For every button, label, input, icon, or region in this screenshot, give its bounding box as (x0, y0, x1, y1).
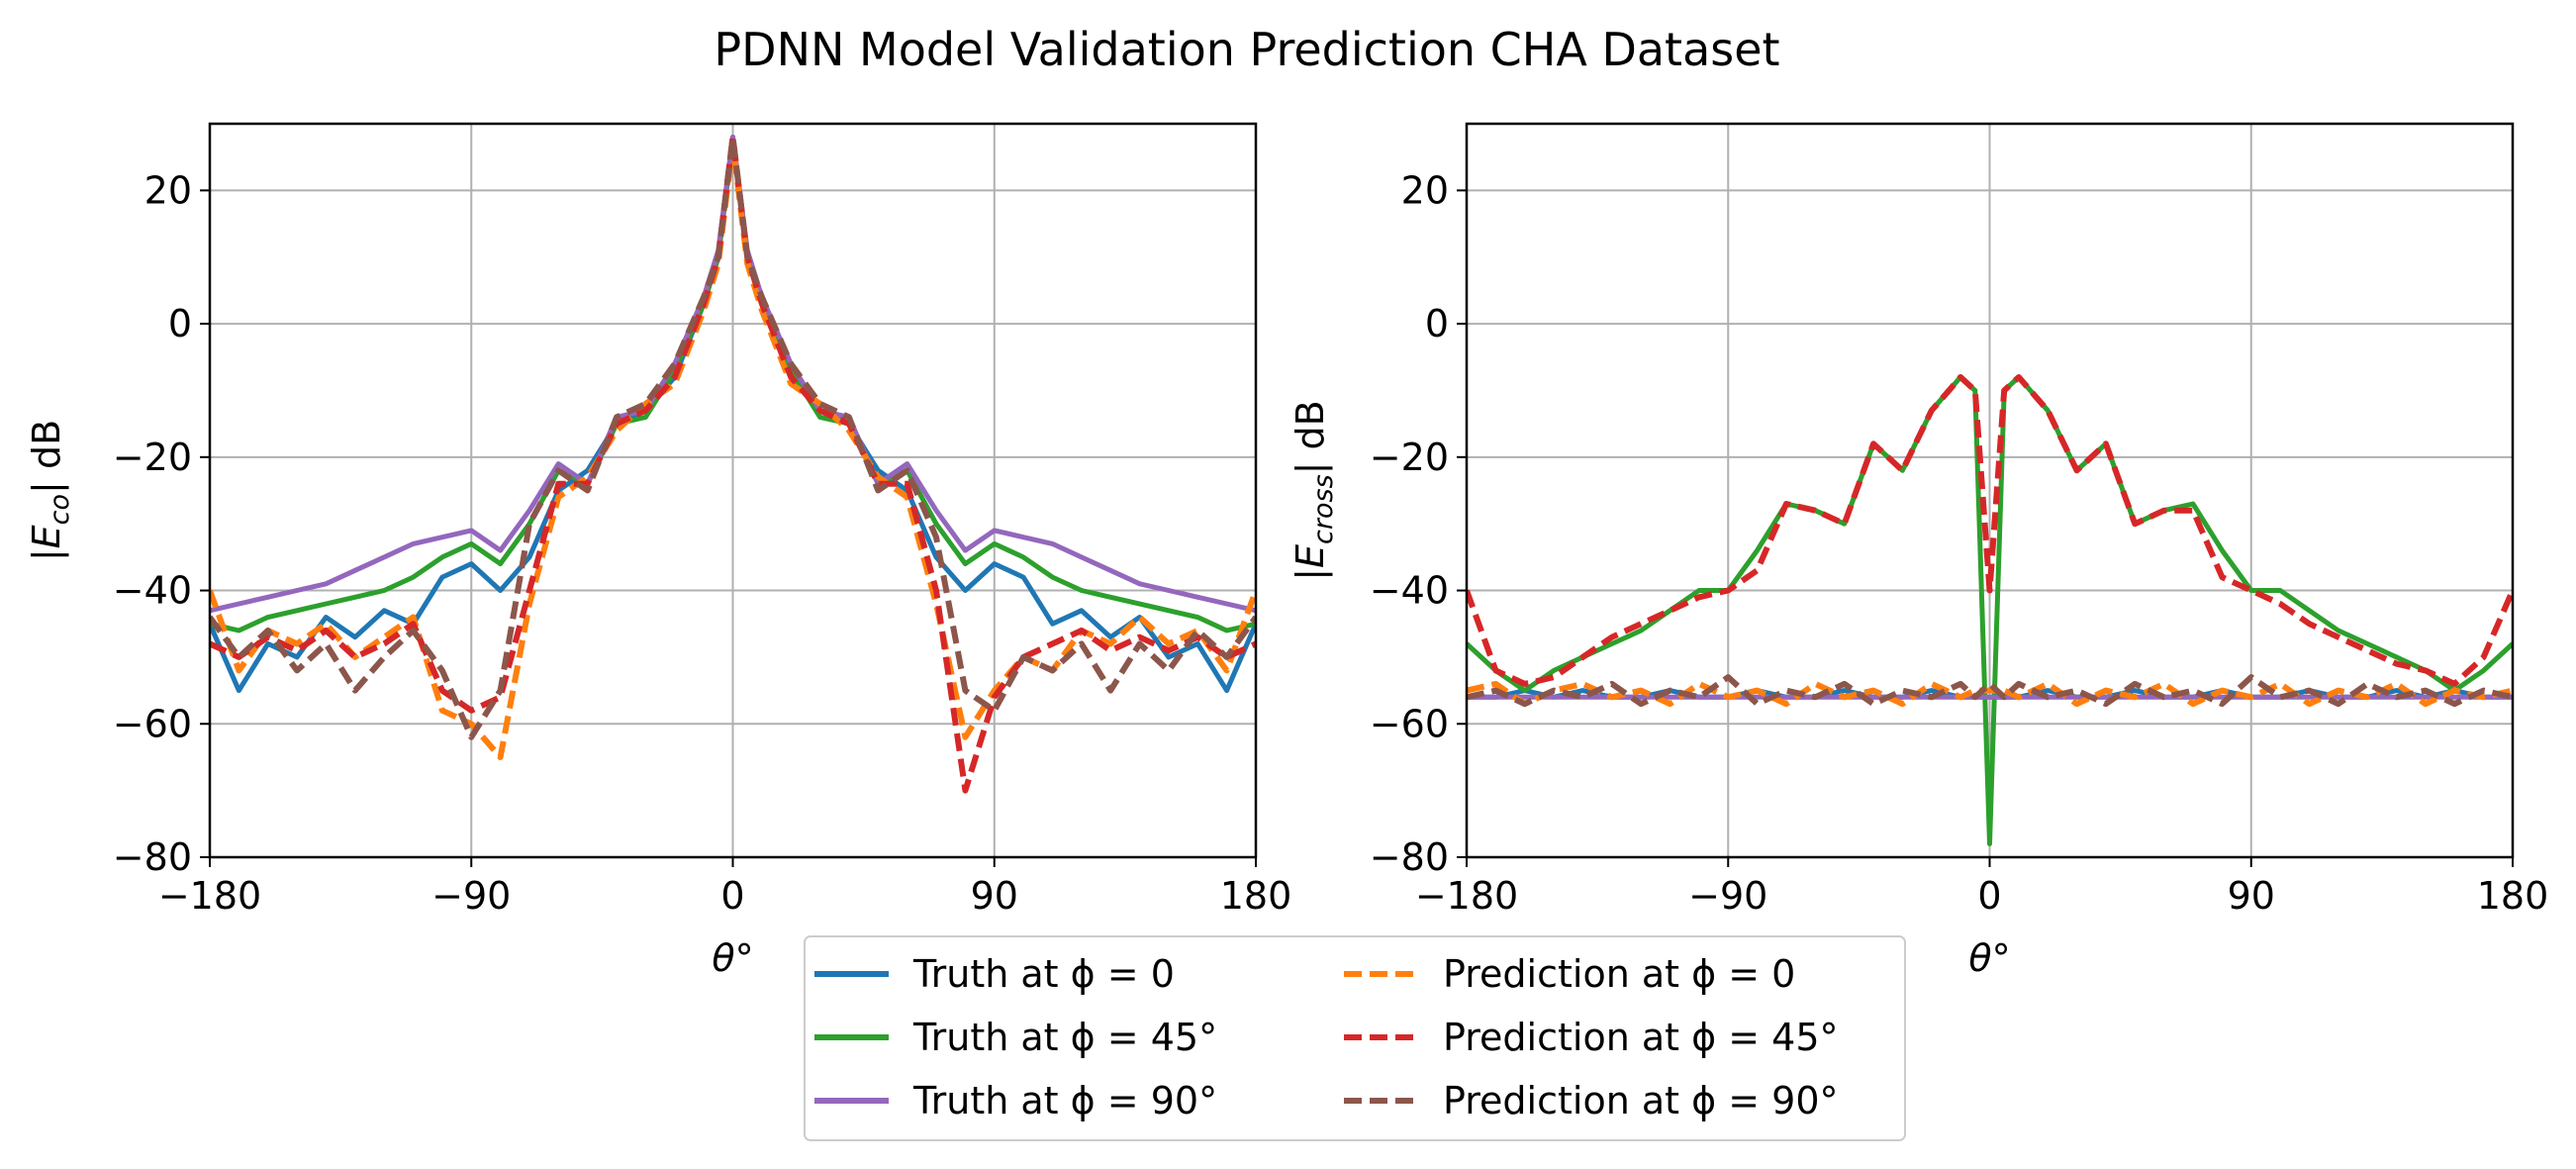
series-line-4 (1467, 680, 2513, 708)
subplot-1: −180 −90 0 90 180 −80 −60 −40 −20 0 20 θ° |Eco| dB (25, 122, 1292, 980)
y-tick-label-1: −60 (1370, 702, 1449, 745)
x-axis-label: θ° (712, 936, 753, 980)
legend-label: Truth at ϕ = 0 (912, 952, 1175, 996)
legend-item-6: Prediction at ϕ = 90° (1344, 1079, 1839, 1122)
y-tick-label-2: −40 (1370, 569, 1449, 613)
series-line-5 (210, 134, 1256, 794)
y-tick-label-0: −80 (113, 835, 192, 879)
legend-item-4: Prediction at ϕ = 0 (1344, 952, 1795, 996)
series-line-6 (210, 134, 1256, 740)
legend-item-1: Truth at ϕ = 0 (814, 952, 1175, 996)
legend-label: Truth at ϕ = 45° (912, 1016, 1217, 1059)
x-tick-label-0: −180 (158, 874, 261, 918)
x-axis-label: θ° (1968, 936, 2010, 980)
legend-item-3: Truth at ϕ = 90° (814, 1079, 1217, 1122)
x-tick-label-0: −180 (1415, 874, 1518, 918)
y-tick-label-2: −40 (113, 569, 192, 613)
y-tick-label-4: 0 (1425, 302, 1449, 345)
y-axis-label: |Ecross| dB (1288, 400, 1339, 581)
figure-title: PDNN Model Validation Prediction CHA Dat… (714, 23, 1779, 76)
y-tick-label-4: 0 (168, 302, 192, 345)
x-tick-label-3: 90 (971, 874, 1018, 918)
legend: Truth at ϕ = 0 Truth at ϕ = 45° Truth at ϕ… (804, 935, 1906, 1141)
y-tick-label-5: 20 (1401, 168, 1449, 212)
legend-label: Prediction at ϕ = 90° (1443, 1079, 1839, 1122)
legend-item-2: Truth at ϕ = 45° (814, 1016, 1217, 1059)
series-group (210, 134, 1256, 794)
y-tick-label-3: −20 (113, 436, 192, 479)
y-tick-label-3: −20 (1370, 436, 1449, 479)
x-tick-label-3: 90 (2228, 874, 2275, 918)
y-tick-label-5: 20 (144, 168, 192, 212)
legend-label: Prediction at ϕ = 45° (1443, 1016, 1839, 1059)
x-tick-label-4: 180 (1220, 874, 1292, 918)
series-line-5 (1467, 374, 2513, 687)
x-tick-label-2: 0 (720, 874, 744, 918)
series-line-3 (210, 135, 1256, 614)
y-tick-label-1: −60 (113, 702, 192, 745)
legend-label: Prediction at ϕ = 0 (1443, 952, 1795, 996)
x-tick-label-4: 180 (2477, 874, 2549, 918)
y-axis-label: |Eco| dB (25, 420, 75, 561)
legend-item-5: Prediction at ϕ = 45° (1344, 1016, 1839, 1059)
x-tick-label-1: −90 (1688, 874, 1767, 918)
series-group (1467, 374, 2513, 846)
x-tick-label-1: −90 (431, 874, 511, 918)
series-line-2 (1467, 374, 2513, 846)
y-tick-label-0: −80 (1370, 835, 1449, 879)
subplot-2: −180 −90 0 90 180 −80 −60 −40 −20 0 20 θ° |Ecross| d… (1288, 122, 2549, 980)
x-tick-label-2: 0 (1977, 874, 2001, 918)
legend-label: Truth at ϕ = 90° (912, 1079, 1217, 1122)
